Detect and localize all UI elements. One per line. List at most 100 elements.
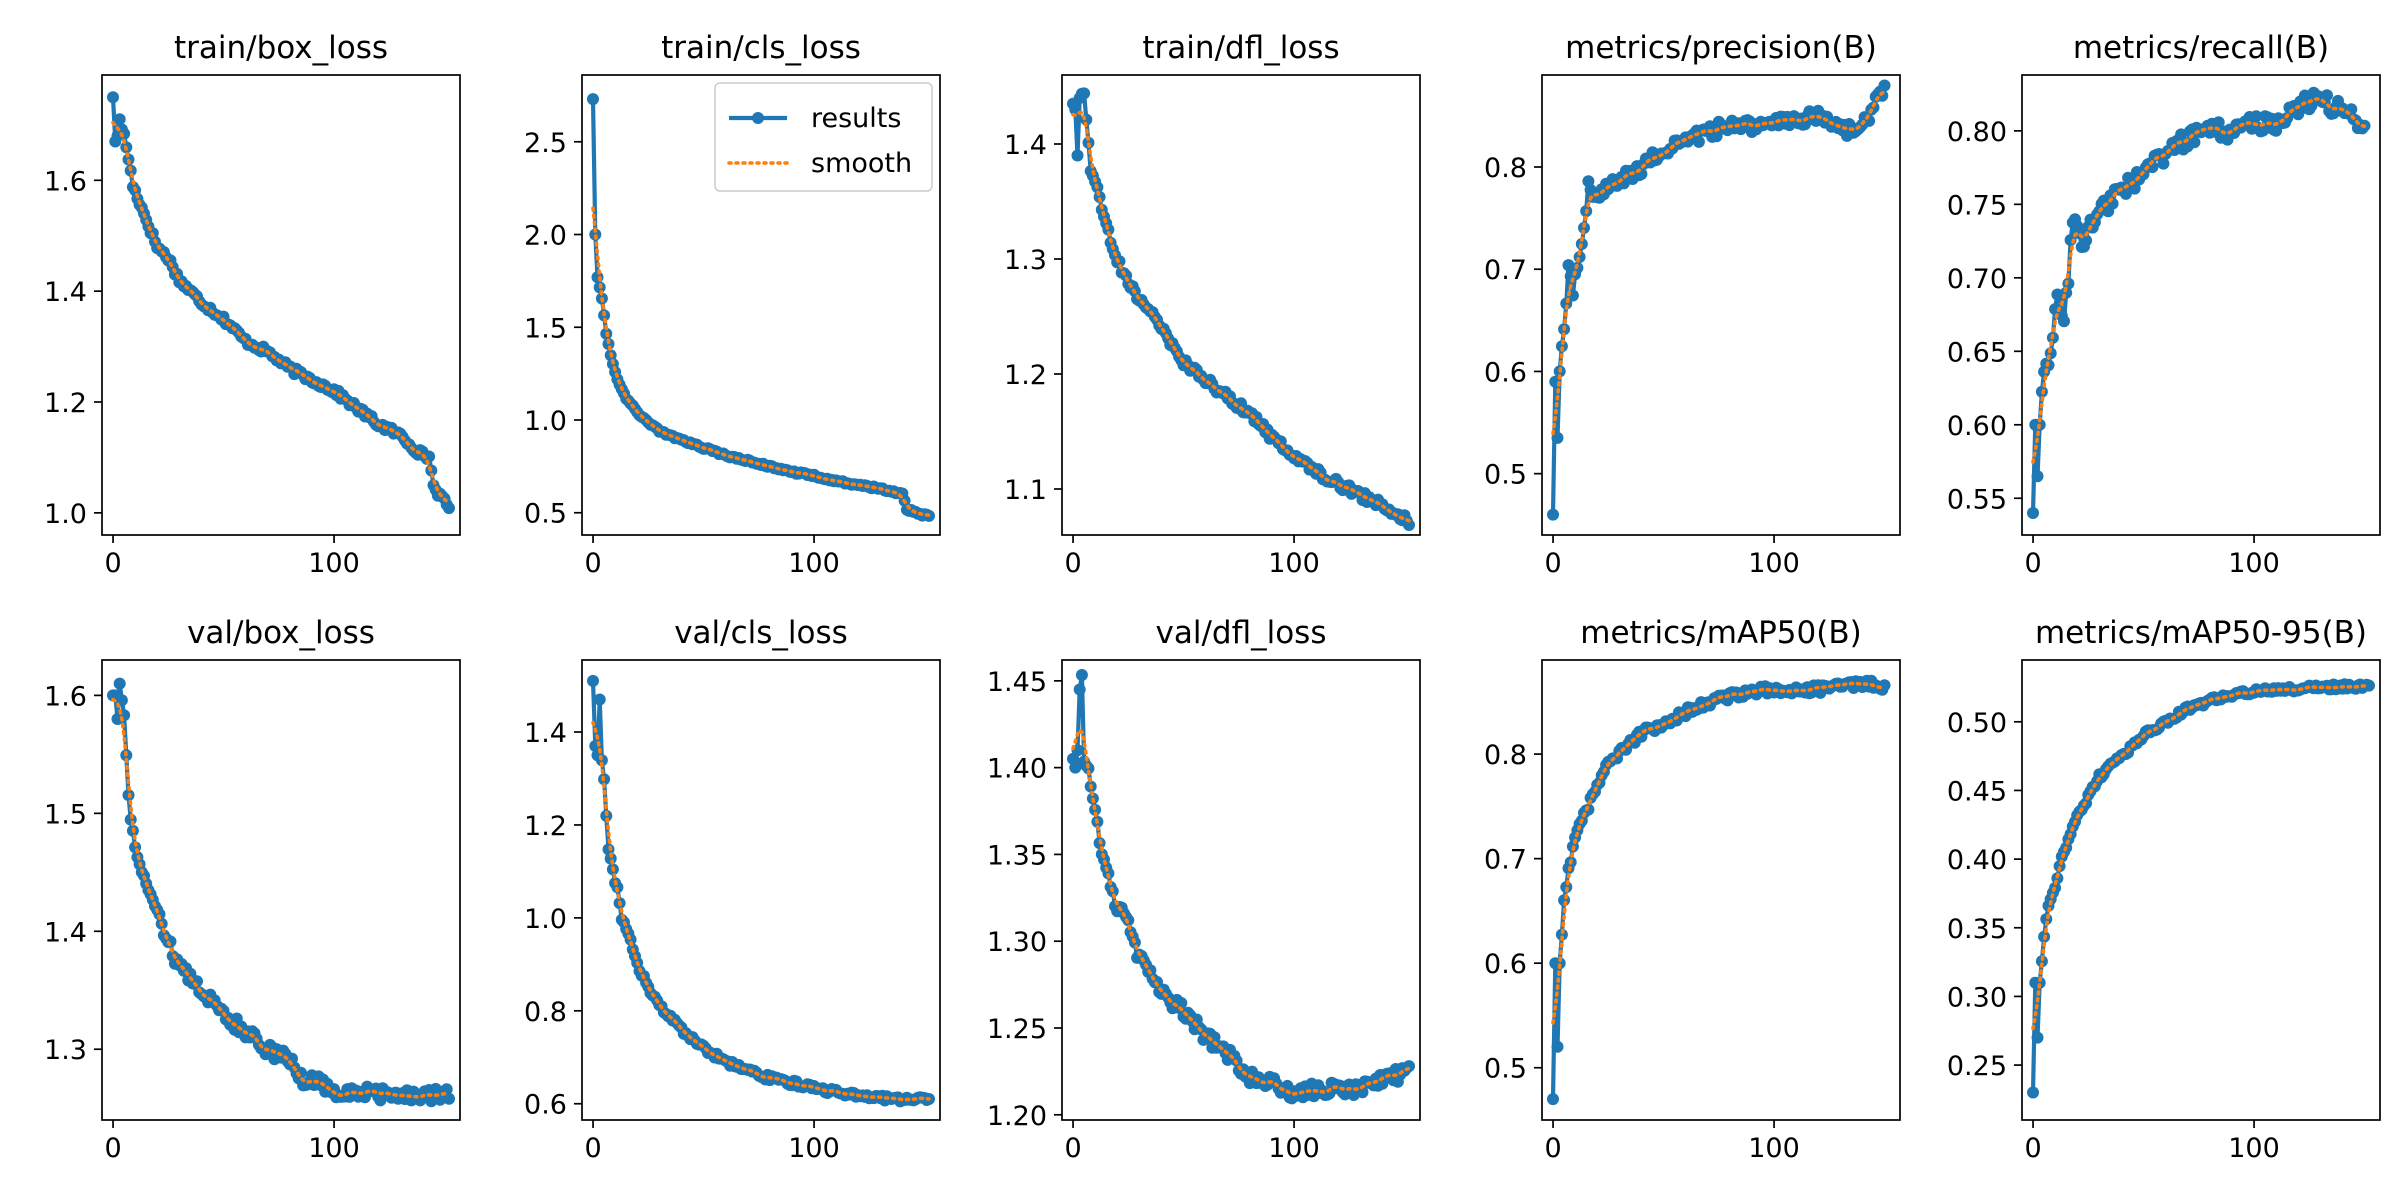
results-point <box>1551 1040 1564 1053</box>
x-tick-label: 100 <box>1268 1133 1320 1164</box>
y-tick-label: 0.6 <box>524 1090 567 1121</box>
y-tick-label: 1.4 <box>44 277 87 308</box>
results-point <box>2363 679 2375 692</box>
chart-title: metrics/mAP50-95(B) <box>2035 615 2367 651</box>
y-tick-label: 0.70 <box>1947 264 2007 295</box>
results-point <box>2027 507 2039 519</box>
x-tick-label: 0 <box>104 1133 121 1164</box>
results-point <box>1069 761 1082 774</box>
y-tick-label: 0.6 <box>1484 949 1527 980</box>
y-tick-label: 0.8 <box>1484 740 1527 771</box>
y-tick-label: 0.75 <box>1947 190 2007 221</box>
results-point <box>587 93 599 106</box>
axes-frame <box>2021 74 2381 536</box>
results-point <box>1093 191 1106 203</box>
axes-frame <box>1061 74 1421 536</box>
y-tick-label: 1.4 <box>1004 130 1047 161</box>
results-point <box>2035 955 2048 968</box>
y-tick-label: 1.2 <box>524 811 567 842</box>
chart-title: train/dfl_loss <box>1142 30 1339 66</box>
results-point <box>1547 1093 1559 1106</box>
x-tick-label: 100 <box>788 548 840 579</box>
y-tick-label: 1.25 <box>987 1014 1047 1045</box>
chart-panel: metrics/mAP50(B) 0 100 0.5 0.6 0.7 0.8 <box>1484 615 1901 1164</box>
smooth-series-line <box>591 206 931 517</box>
results-point <box>1555 928 1568 941</box>
y-tick-label: 1.0 <box>524 904 567 935</box>
y-tick-label: 1.1 <box>1004 475 1047 506</box>
y-tick-label: 1.5 <box>44 799 87 830</box>
x-tick-label: 100 <box>308 548 360 579</box>
smooth-series-line <box>1551 89 1887 436</box>
legend-results-marker <box>752 112 764 124</box>
y-tick-label: 1.45 <box>987 667 1047 698</box>
x-tick-label: 0 <box>2024 548 2041 579</box>
results-point <box>107 91 119 104</box>
axes-frame <box>101 74 461 536</box>
y-tick-label: 0.7 <box>1484 845 1527 876</box>
y-tick-label: 2.5 <box>524 128 567 159</box>
x-tick-label: 0 <box>104 548 121 579</box>
axes-frame <box>1061 659 1421 1121</box>
results-point <box>1175 997 1188 1009</box>
y-tick-label: 1.4 <box>524 718 567 749</box>
chart-title: val/box_loss <box>187 615 375 651</box>
axes-frame <box>1541 74 1901 536</box>
results-point <box>1376 1077 1389 1090</box>
smooth-series-line <box>111 697 451 1099</box>
results-point <box>1876 89 1889 102</box>
smooth-series-line <box>2031 97 2367 464</box>
results-point <box>443 1092 455 1105</box>
x-tick-label: 0 <box>1064 1133 1081 1164</box>
y-tick-label: 0.65 <box>1947 337 2007 368</box>
axes-frame <box>581 74 941 536</box>
y-tick-label: 0.8 <box>1484 153 1527 184</box>
chart-panel: val/cls_loss 0 100 0.6 0.8 1.0 1.2 1.4 <box>524 615 941 1164</box>
y-tick-label: 0.35 <box>1947 914 2007 945</box>
y-tick-label: 0.50 <box>1947 708 2007 739</box>
chart-title: train/box_loss <box>174 30 388 66</box>
smooth-series-line <box>1551 681 1887 1025</box>
results-point <box>2321 89 2333 102</box>
results-point <box>423 450 436 463</box>
y-tick-label: 0.7 <box>1484 255 1527 286</box>
legend-results-label: results <box>811 103 901 134</box>
chart-title: metrics/precision(B) <box>1565 30 1877 66</box>
y-tick-label: 1.35 <box>987 840 1047 871</box>
axes-frame <box>101 659 461 1121</box>
y-tick-label: 0.40 <box>1947 845 2007 876</box>
chart-panel: metrics/recall(B) 0 100 0.55 0.60 0.65 0.70 0.7… <box>1947 30 2381 579</box>
y-tick-label: 1.3 <box>44 1035 87 1066</box>
smooth-series-line <box>111 120 451 505</box>
axes-frame <box>2021 659 2381 1121</box>
results-point <box>1555 340 1568 353</box>
y-tick-label: 1.2 <box>44 388 87 419</box>
x-tick-label: 100 <box>308 1133 360 1164</box>
chart-panel: train/box_loss 0 100 1.0 1.2 1.4 1.6 <box>44 30 461 579</box>
results-point <box>113 113 126 126</box>
y-tick-label: 1.5 <box>524 313 567 344</box>
results-point <box>2188 136 2201 149</box>
smooth-series-line <box>1071 726 1411 1096</box>
results-point <box>1553 957 1566 970</box>
results-point <box>2033 976 2046 989</box>
y-tick-label: 1.6 <box>44 681 87 712</box>
results-point <box>2031 1031 2044 1044</box>
chart-title: val/dfl_loss <box>1156 615 1327 651</box>
y-tick-label: 0.80 <box>1947 117 2007 148</box>
results-point <box>1075 669 1088 681</box>
results-point <box>1403 519 1415 531</box>
y-tick-label: 1.30 <box>987 927 1047 958</box>
results-point <box>1356 1086 1369 1099</box>
results-point <box>2027 1086 2039 1099</box>
y-tick-label: 0.6 <box>1484 357 1527 388</box>
chart-panel: train/cls_loss 0 100 0.5 1.0 1.5 2.0 2.5 results… <box>524 30 941 579</box>
y-tick-label: 1.6 <box>44 166 87 197</box>
smooth-series-line <box>2031 683 2371 1031</box>
results-point <box>2031 470 2044 483</box>
results-point <box>2157 157 2170 170</box>
results-point <box>1071 149 1084 162</box>
y-tick-label: 1.4 <box>44 917 87 948</box>
y-tick-label: 0.5 <box>524 499 567 530</box>
chart-title: train/cls_loss <box>661 30 861 66</box>
